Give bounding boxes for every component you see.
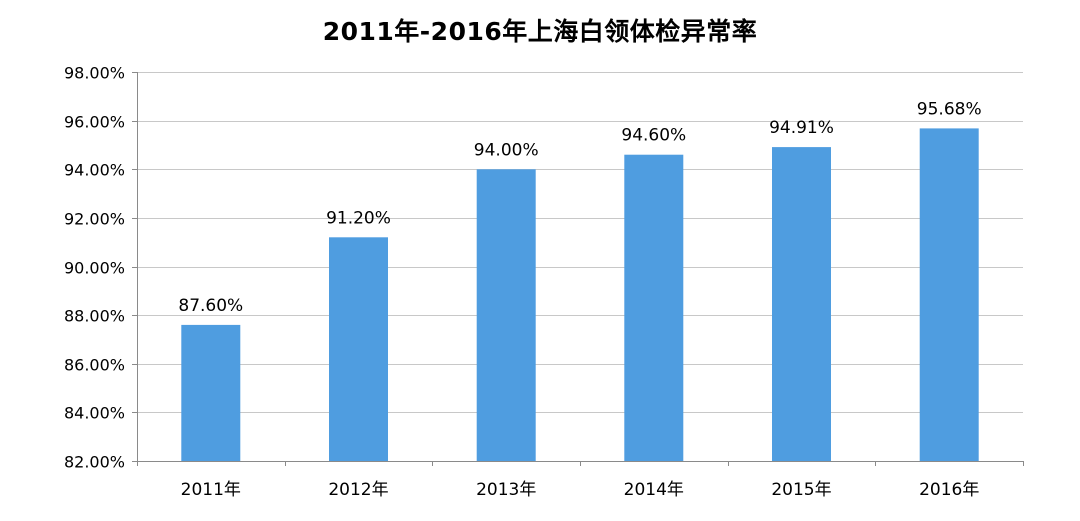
y-tick-label: 92.00%: [64, 210, 125, 229]
bar: [919, 128, 979, 461]
data-label: 95.68%: [917, 99, 982, 119]
x-tick-label: 2016年: [919, 480, 979, 500]
x-tick-label: 2013年: [476, 480, 536, 500]
y-tick-label: 86.00%: [64, 356, 125, 375]
y-tick-label: 84.00%: [64, 404, 125, 423]
y-tick-label: 96.00%: [64, 113, 125, 132]
chart-title: 2011年-2016年上海白领体检异常率: [322, 17, 758, 46]
bar: [624, 154, 684, 461]
y-tick-label: 94.00%: [64, 161, 125, 180]
data-label: 94.00%: [474, 140, 539, 160]
data-label: 91.20%: [326, 208, 391, 228]
bar: [476, 169, 536, 462]
bar: [329, 237, 388, 461]
y-tick-label: 82.00%: [64, 453, 125, 472]
x-tick-label: 2014年: [624, 480, 684, 500]
x-tick-label: 2011年: [181, 480, 241, 500]
bar: [181, 324, 241, 461]
data-label: 94.91%: [769, 118, 834, 138]
y-tick-label: 98.00%: [64, 64, 125, 83]
x-tick-label: 2012年: [328, 480, 388, 500]
bar: [772, 147, 831, 461]
y-tick-label: 88.00%: [64, 307, 125, 326]
data-label: 87.60%: [178, 296, 243, 316]
y-tick-label: 90.00%: [64, 259, 125, 278]
x-tick-label: 2015年: [771, 480, 831, 500]
data-label: 94.60%: [621, 126, 686, 146]
